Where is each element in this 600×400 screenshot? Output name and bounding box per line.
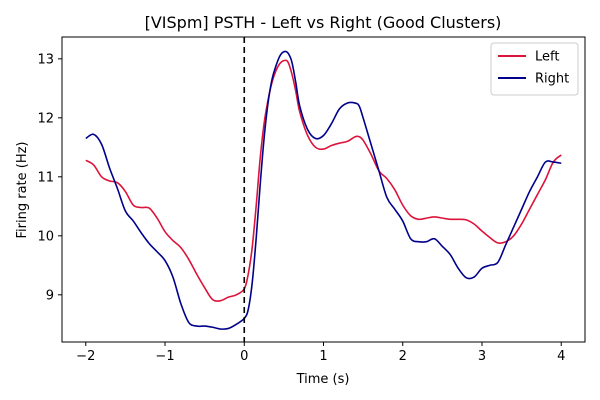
y-tick-label: 13 [37,52,54,67]
x-axis-label: Time (s) [296,372,350,387]
legend-label-right: Right [535,72,569,87]
x-tick-label: 2 [399,349,407,364]
plot-area [85,37,562,342]
x-tick-label: 3 [478,349,486,364]
chart-title: [VISpm] PSTH - Left vs Right (Good Clust… [145,13,502,32]
series-line-right [85,50,562,330]
legend: Left Right [490,42,579,96]
y-tick-label: 12 [37,111,54,126]
x-tick-label: 1 [319,349,327,364]
x-tick-label: −1 [155,349,174,364]
y-tick-label: 10 [37,229,54,244]
y-tick-label: 11 [37,170,54,185]
x-tick-label: 0 [240,349,248,364]
x-tick-label: −2 [76,349,95,364]
y-tick-label: 9 [46,288,54,303]
y-axis-label: Firing rate (Hz) [15,141,30,238]
series-line-left [85,59,562,302]
x-tick-label: 4 [557,349,565,364]
legend-label-left: Left [535,50,559,65]
